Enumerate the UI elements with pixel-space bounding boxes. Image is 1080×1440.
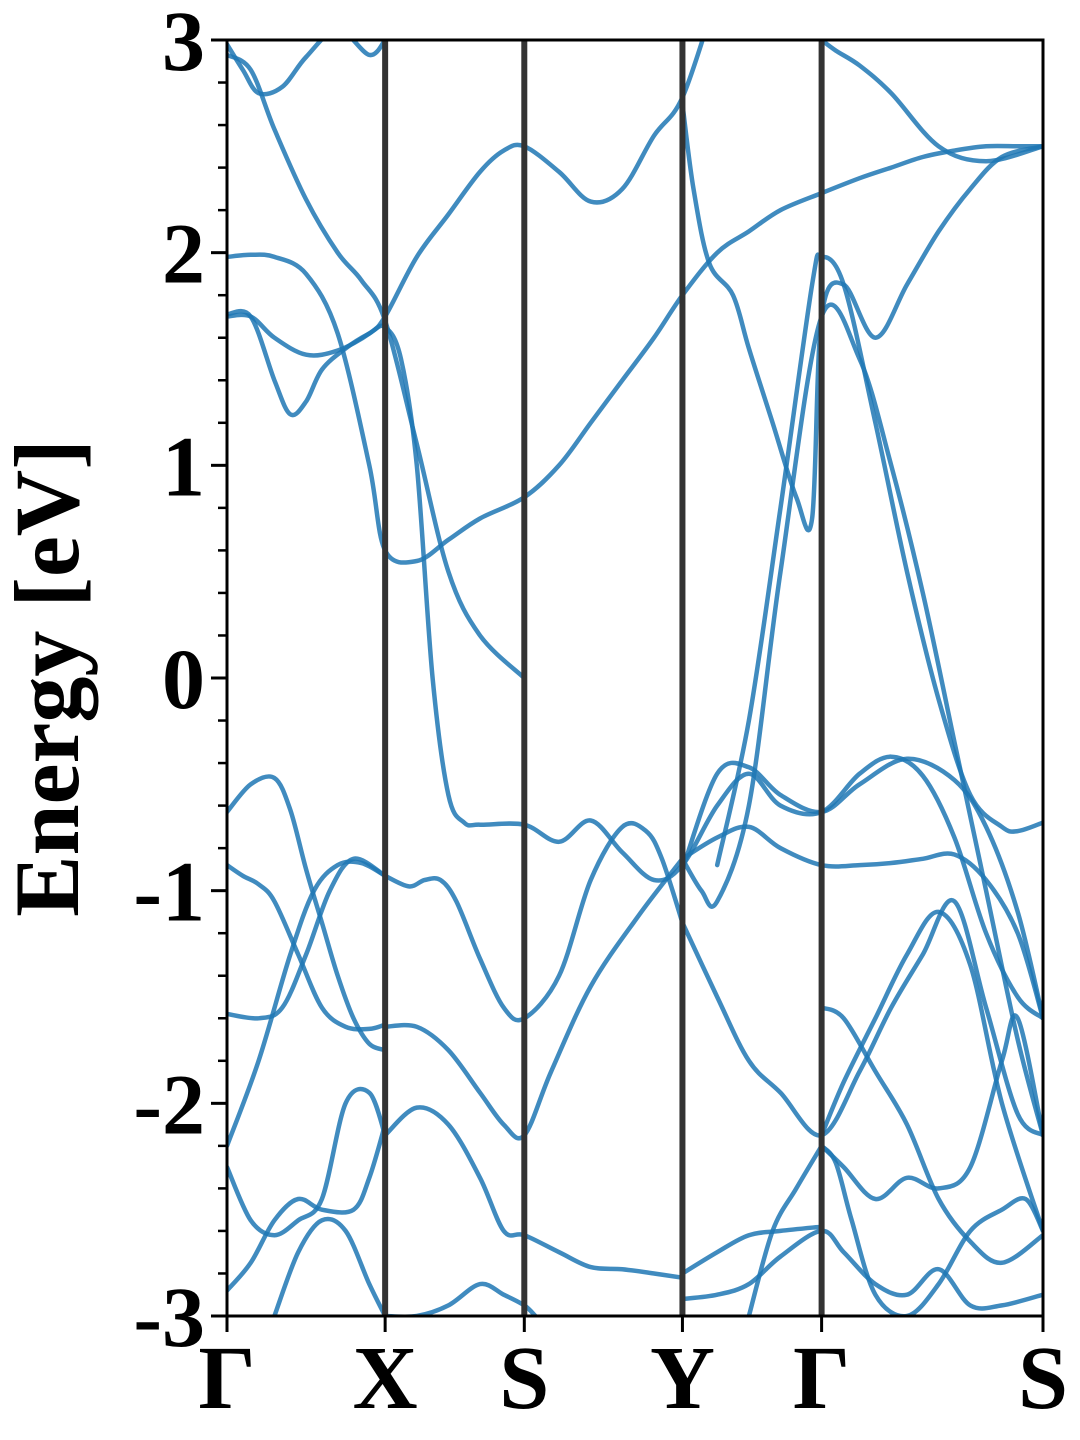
- y-axis-label: Energy [eV]: [0, 439, 98, 917]
- band-line-27: [819, 1143, 1043, 1316]
- band-line-30: [746, 1143, 824, 1316]
- band-line-25: [819, 1013, 1043, 1202]
- band-line-18: [382, 1281, 538, 1316]
- plot-frame: [225, 38, 1045, 1318]
- band-line-26: [819, 909, 1043, 1234]
- band-line-16: [227, 1122, 388, 1293]
- band-line-23: [714, 252, 1043, 868]
- kpoint-label: Y: [650, 1329, 715, 1428]
- y-tick-label: 0: [162, 631, 205, 727]
- y-axis: -3 -2 -1 0 1 2 3: [133, 0, 227, 1365]
- y-tick-label: -1: [133, 844, 205, 940]
- band-line-21: [680, 756, 1043, 1021]
- band-line-15: [227, 1086, 388, 1238]
- band-lines: [227, 40, 1043, 1316]
- band-line-20: [680, 824, 1043, 1021]
- band-line-1: [227, 40, 705, 358]
- band-line-4: [227, 52, 527, 681]
- band-line-12: [382, 820, 685, 1023]
- kpoint-label: Γ: [793, 1329, 850, 1428]
- high-symmetry-dividers: [382, 40, 825, 1316]
- band-line-2: [227, 308, 1043, 1021]
- band-line-19: [680, 897, 1043, 1138]
- kpoint-label: S: [1018, 1329, 1068, 1428]
- band-line-11: [227, 859, 388, 1149]
- y-tick-label: -2: [133, 1056, 205, 1152]
- band-line-6: [680, 101, 1043, 533]
- band-line-28: [680, 1228, 1043, 1311]
- kpoint-label: X: [353, 1329, 418, 1428]
- band-line-8: [227, 774, 388, 1053]
- band-line-29: [680, 1224, 824, 1276]
- kpoint-label: Γ: [198, 1329, 255, 1428]
- y-tick-label: 1: [162, 418, 205, 514]
- band-line-9: [227, 862, 388, 1032]
- y-tick-label: 2: [162, 206, 205, 302]
- band-line-3: [227, 143, 1043, 565]
- band-line-10: [227, 856, 388, 1021]
- band-line-7: [819, 40, 1043, 164]
- band-line-24: [819, 1005, 1043, 1266]
- kpoint-label: S: [499, 1329, 549, 1428]
- band-line-17: [272, 1216, 388, 1316]
- band-line-13: [382, 856, 685, 1141]
- y-tick-label: -3: [133, 1269, 205, 1365]
- band-line-5: [227, 40, 388, 97]
- band-line-14: [382, 1105, 685, 1280]
- y-tick-label: 3: [162, 0, 205, 89]
